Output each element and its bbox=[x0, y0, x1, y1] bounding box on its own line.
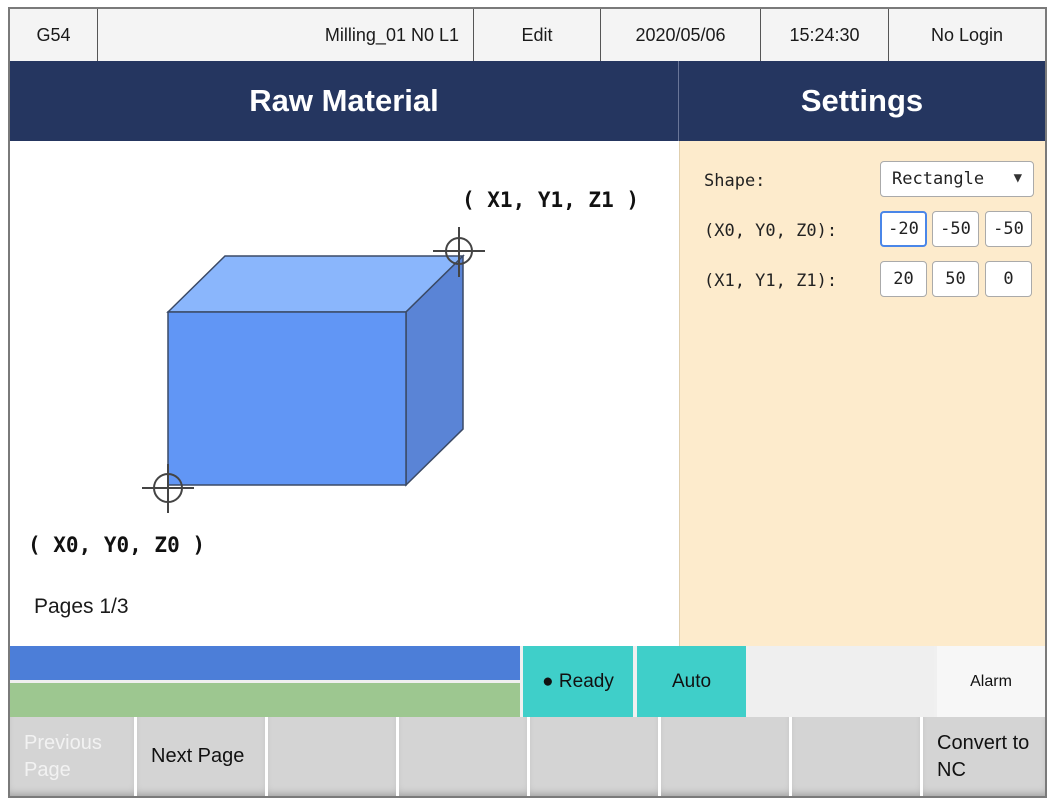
z1-input[interactable]: 0 bbox=[985, 261, 1032, 297]
settings-title: Settings bbox=[800, 83, 924, 118]
alarm-indicator[interactable]: Alarm bbox=[937, 646, 1045, 717]
cnc-screen: G54 Milling_01 N0 L1 Edit 2020/05/06 15:… bbox=[8, 7, 1047, 798]
status-empty-cell bbox=[749, 646, 934, 717]
raw-material-title: Raw Material bbox=[10, 61, 679, 141]
softkey-5[interactable] bbox=[530, 717, 661, 796]
p1-label: (X1, Y1, Z1): bbox=[704, 271, 838, 291]
raw-material-diagram bbox=[142, 227, 485, 513]
corner-bottom-label: ( X0, Y0, Z0 ) bbox=[28, 533, 206, 557]
crosshair-bottom-icon bbox=[142, 464, 194, 513]
raw-material-panel: ( X1, Y1, Z1 ) ( X0, Y0, Z0 ) Pages 1/3 bbox=[10, 141, 679, 646]
time-cell: 15:24:30 bbox=[761, 9, 889, 61]
p0-label: (X0, Y0, Z0): bbox=[704, 221, 838, 241]
softkey-4[interactable] bbox=[399, 717, 530, 796]
softkey-7[interactable] bbox=[792, 717, 923, 796]
login-cell[interactable]: No Login bbox=[889, 9, 1045, 61]
date-cell: 2020/05/06 bbox=[601, 9, 761, 61]
x0-input[interactable]: -20 bbox=[880, 211, 927, 247]
shape-select-value: Rectangle bbox=[892, 169, 985, 189]
convert-to-nc-button[interactable]: Convert to NC bbox=[923, 717, 1045, 796]
coord-system-cell: G54 bbox=[10, 9, 98, 61]
corner-top-label: ( X1, Y1, Z1 ) bbox=[462, 188, 640, 212]
box-front-face bbox=[167, 311, 407, 486]
x1-input[interactable]: 20 bbox=[880, 261, 927, 297]
machine-status-row: ● Ready Auto Alarm bbox=[10, 646, 1045, 717]
y0-input[interactable]: -50 bbox=[932, 211, 979, 247]
y1-input[interactable]: 50 bbox=[932, 261, 979, 297]
settings-panel: Shape: Rectangle ▼ (X0, Y0, Z0): -20 -50… bbox=[679, 141, 1045, 646]
softkey-6[interactable] bbox=[661, 717, 792, 796]
previous-page-button[interactable]: Previous Page bbox=[10, 717, 137, 796]
softkey-3[interactable] bbox=[268, 717, 399, 796]
crosshair-top-icon bbox=[433, 227, 485, 277]
mode-cell: Edit bbox=[474, 9, 601, 61]
top-status-bar: G54 Milling_01 N0 L1 Edit 2020/05/06 15:… bbox=[10, 9, 1045, 61]
shape-label: Shape: bbox=[704, 171, 766, 191]
auto-mode-indicator: Auto bbox=[637, 646, 746, 717]
program-name-cell: Milling_01 N0 L1 bbox=[98, 9, 474, 61]
ready-indicator: ● Ready bbox=[523, 646, 633, 717]
pages-indicator: Pages 1/3 bbox=[34, 595, 129, 618]
status-bar-green bbox=[10, 683, 520, 717]
next-page-button[interactable]: Next Page bbox=[137, 717, 268, 796]
triangle-down-icon: ▼ bbox=[1013, 170, 1022, 186]
z0-input[interactable]: -50 bbox=[985, 211, 1032, 247]
panel-header: Raw Material Settings bbox=[10, 61, 1045, 141]
status-bar-blue bbox=[10, 646, 520, 680]
shape-select[interactable]: Rectangle ▼ bbox=[880, 161, 1034, 197]
softkey-bar: Previous Page Next Page Convert to NC bbox=[10, 717, 1045, 796]
